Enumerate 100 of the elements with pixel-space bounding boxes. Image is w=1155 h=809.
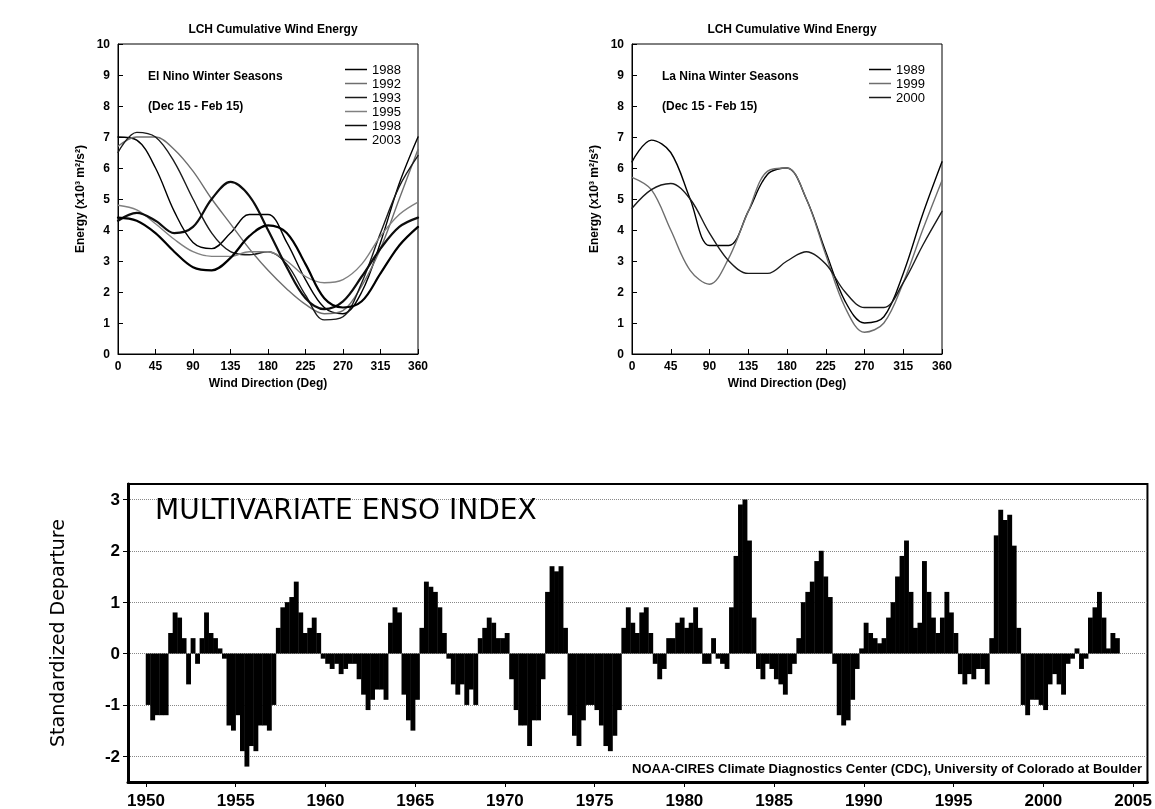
bar [693, 607, 699, 654]
bar [455, 653, 461, 695]
y-tick-label: 3 [110, 489, 120, 509]
bar [473, 653, 479, 705]
chart-title: LCH Cumulative Wind Energy [707, 22, 877, 36]
y-tick-label: 4 [617, 223, 625, 237]
y-tick-label: -1 [104, 695, 120, 715]
y-tick-label: 1 [103, 316, 111, 330]
legend-label: 1998 [372, 118, 401, 133]
bar [1007, 514, 1013, 654]
bar [464, 653, 470, 705]
x-tick-label: 360 [407, 359, 429, 373]
y-tick-label: 2 [617, 285, 625, 299]
bar [527, 653, 533, 747]
line-series [116, 180, 420, 311]
x-tick-label: 270 [332, 359, 354, 373]
bar [603, 653, 609, 747]
x-tick-label: 180 [776, 359, 798, 373]
y-tick-label: 8 [103, 99, 111, 113]
y-tick-label: -2 [104, 746, 120, 766]
bar [204, 612, 209, 654]
y-axis-title: Energy (x10³ m²/s²) [72, 144, 87, 254]
x-tick-label: 270 [854, 359, 875, 373]
legend-label: 1995 [372, 104, 401, 119]
y-tick-label: 7 [103, 130, 111, 144]
x-tick-label: 1950 [127, 791, 165, 809]
y-tick-label: 0 [110, 644, 120, 664]
y-tick-label: 3 [617, 254, 625, 268]
y-tick-label: 0 [617, 347, 625, 361]
y-axis-title: Energy (x10³ m²/s²) [586, 144, 601, 254]
y-tick-label: 6 [617, 161, 625, 175]
x-tick-label: 1985 [755, 791, 794, 809]
legend-label: 2000 [896, 90, 925, 105]
line-series [631, 182, 943, 309]
y-tick-label: 3 [103, 254, 111, 268]
y-tick-label: 2 [103, 285, 111, 299]
y-tick-label: 6 [103, 161, 111, 175]
y-tick-label: 9 [103, 68, 111, 82]
legend-label: 1988 [372, 62, 401, 77]
y-tick-label: 4 [103, 223, 111, 237]
bar [962, 653, 968, 685]
y-tick-label: 9 [617, 68, 625, 82]
legend-label: 2003 [372, 132, 401, 147]
line-series [117, 201, 419, 284]
x-tick-label: 90 [702, 359, 717, 373]
x-tick-label: 1980 [665, 791, 704, 809]
bar [657, 653, 663, 680]
annotation: (Dec 15 - Feb 15) [662, 99, 758, 113]
x-tick-label: 1955 [216, 791, 255, 809]
x-tick-label: 135 [220, 359, 241, 373]
bar [1110, 633, 1116, 654]
x-tick-label: 360 [931, 359, 953, 373]
x-tick-label: 225 [295, 359, 316, 373]
bar [491, 622, 497, 654]
x-tick-label: 1970 [486, 791, 524, 809]
bar [841, 653, 847, 726]
bar [1074, 648, 1080, 654]
y-tick-label: 5 [103, 192, 111, 206]
bar [782, 653, 788, 695]
annotation: NOAA-CIRES Climate Diagnostics Center (CDC), University of Colorado at Boulder [632, 761, 1142, 776]
y-tick-label: 8 [617, 99, 625, 113]
x-tick-label: 45 [148, 359, 163, 373]
y-tick-label: 2 [110, 541, 120, 561]
y-tick-label: 1 [110, 592, 120, 612]
legend-label: 1993 [372, 90, 401, 105]
x-tick-label: 315 [893, 359, 914, 373]
legend-label: 1999 [896, 76, 925, 91]
bar [428, 586, 434, 654]
x-axis-title: Wind Direction (Deg) [208, 375, 328, 390]
bar [253, 653, 259, 752]
annotation: (Dec 15 - Feb 15) [148, 99, 244, 113]
x-tick-label: 1965 [396, 791, 435, 809]
bar [760, 653, 766, 680]
bar [536, 653, 542, 721]
x-tick-label: 2005 [1114, 791, 1152, 809]
text: La Nina Winter Seasons [662, 69, 799, 83]
bar [944, 591, 950, 654]
x-tick-label: 315 [370, 359, 391, 373]
x-tick-label: 0 [628, 359, 636, 373]
bar [293, 581, 299, 654]
y-tick-label: 1 [617, 316, 625, 330]
bar [518, 653, 524, 726]
x-tick-label: 135 [738, 359, 759, 373]
x-tick-label: 45 [664, 359, 678, 373]
bar [410, 653, 416, 731]
y-tick-label: 5 [617, 192, 625, 206]
x-tick-label: 180 [257, 359, 279, 373]
bar [1061, 653, 1066, 695]
bar [150, 653, 156, 721]
chart-title: MULTIVARIATE ENSO INDEX [155, 492, 537, 526]
bar [244, 653, 250, 767]
bar [625, 607, 631, 654]
bar [675, 622, 681, 654]
line-series [631, 167, 943, 333]
y-tick-label: 10 [610, 37, 625, 51]
bar [159, 653, 165, 716]
x-tick-label: 1975 [575, 791, 614, 809]
y-tick-label: 0 [103, 347, 111, 361]
bar [998, 509, 1004, 654]
legend-label: 1992 [372, 76, 401, 91]
